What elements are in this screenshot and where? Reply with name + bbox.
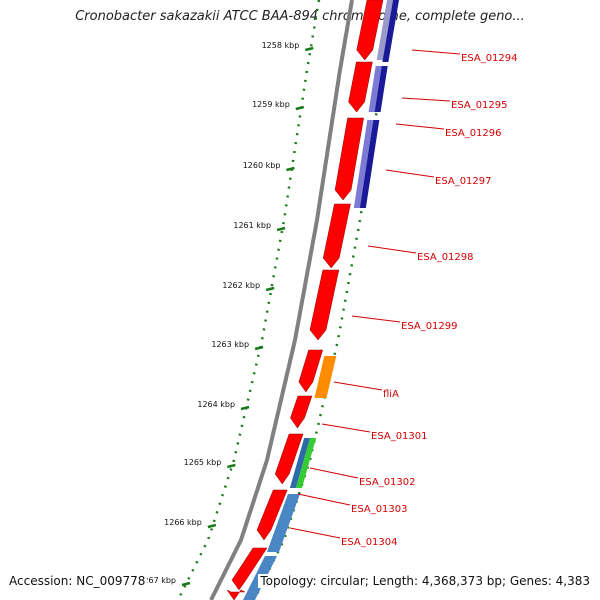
kbp-tick <box>265 286 275 292</box>
kbp-label: 1261 kbp <box>233 221 271 230</box>
gene-label[interactable]: ESA_01296 <box>445 128 502 139</box>
kbp-tick <box>276 226 286 232</box>
kbp-tick <box>181 581 191 587</box>
gene-label[interactable]: fliA <box>383 389 399 400</box>
gene-leader-line <box>289 527 341 539</box>
gene-bar[interactable] <box>353 120 374 208</box>
gene-label[interactable]: ESA_01302 <box>359 477 416 488</box>
map-title: Cronobacter sakazakii ATCC BAA-894 chrom… <box>75 9 525 24</box>
gene-leader-line <box>351 315 401 323</box>
gene-bar[interactable] <box>374 66 388 112</box>
kbp-label: 1259 kbp <box>252 100 290 109</box>
gene-bar[interactable] <box>295 438 317 488</box>
cds-arrow[interactable] <box>274 433 304 485</box>
accession-label: Accession: NC_009778 <box>7 574 148 588</box>
kbp-label: 1266 kbp <box>164 518 202 527</box>
gene-leader-line <box>321 423 371 433</box>
gene-label[interactable]: ESA_01304 <box>341 537 398 548</box>
gene-leader-line <box>297 493 351 506</box>
kbp-tick <box>304 46 314 52</box>
cds-arrow[interactable] <box>226 589 246 600</box>
kbp-scale-ring <box>176 0 321 600</box>
gene-bar[interactable] <box>376 0 393 60</box>
backbone-circle <box>209 0 354 600</box>
gene-label[interactable]: ESA_01298 <box>417 252 474 263</box>
cds-arrow[interactable] <box>334 117 364 201</box>
gene-label[interactable]: ESA_01303 <box>351 504 408 515</box>
topology-label: Topology: circular; Length: 4,368,373 bp… <box>258 574 592 588</box>
gene-label[interactable]: ESA_01297 <box>435 176 492 187</box>
kbp-label: 1258 kbp <box>262 41 300 50</box>
cds-arrow[interactable] <box>298 349 324 393</box>
gene-bar[interactable] <box>368 66 382 112</box>
kbp-tick <box>227 463 236 469</box>
gene-bar[interactable] <box>314 356 337 398</box>
gene-leader-line <box>385 169 435 178</box>
gene-label[interactable]: ESA_01295 <box>451 100 508 111</box>
kbp-tick <box>207 523 217 529</box>
cds-arrow[interactable] <box>348 61 373 113</box>
gene-leader-line <box>401 97 451 102</box>
gene-bar[interactable] <box>289 438 311 488</box>
cds-arrow[interactable] <box>256 489 288 541</box>
gene-bar[interactable] <box>267 494 300 552</box>
kbp-tick <box>254 345 264 351</box>
gene-label[interactable]: ESA_01301 <box>371 431 428 442</box>
kbp-tick <box>295 105 305 111</box>
kbp-label: 1264 kbp <box>197 400 235 409</box>
gene-leader-line <box>367 245 417 254</box>
cds-arrow[interactable] <box>231 547 268 591</box>
kbp-tick <box>240 405 250 411</box>
gene-leader-line <box>309 467 359 479</box>
cds-arrow[interactable] <box>290 395 313 429</box>
kbp-label: 1267 kbp <box>138 576 176 585</box>
gene-label[interactable]: ESA_01294 <box>461 53 518 64</box>
kbp-label: 1262 kbp <box>222 281 260 290</box>
kbp-tick <box>286 166 295 172</box>
cds-arrow[interactable] <box>356 0 384 61</box>
gene-leader-line <box>333 381 383 391</box>
cds-arrow[interactable] <box>309 269 340 341</box>
gene-leader-line <box>411 49 461 55</box>
kbp-label: 1265 kbp <box>184 458 222 467</box>
kbp-label: 1260 kbp <box>243 161 281 170</box>
cds-arrow[interactable] <box>322 203 351 269</box>
gene-label[interactable]: ESA_01299 <box>401 321 458 332</box>
gene-bar[interactable] <box>359 120 380 208</box>
kbp-label: 1263 kbp <box>211 340 249 349</box>
gene-leader-line <box>395 123 445 130</box>
gene-bar[interactable] <box>382 0 399 62</box>
